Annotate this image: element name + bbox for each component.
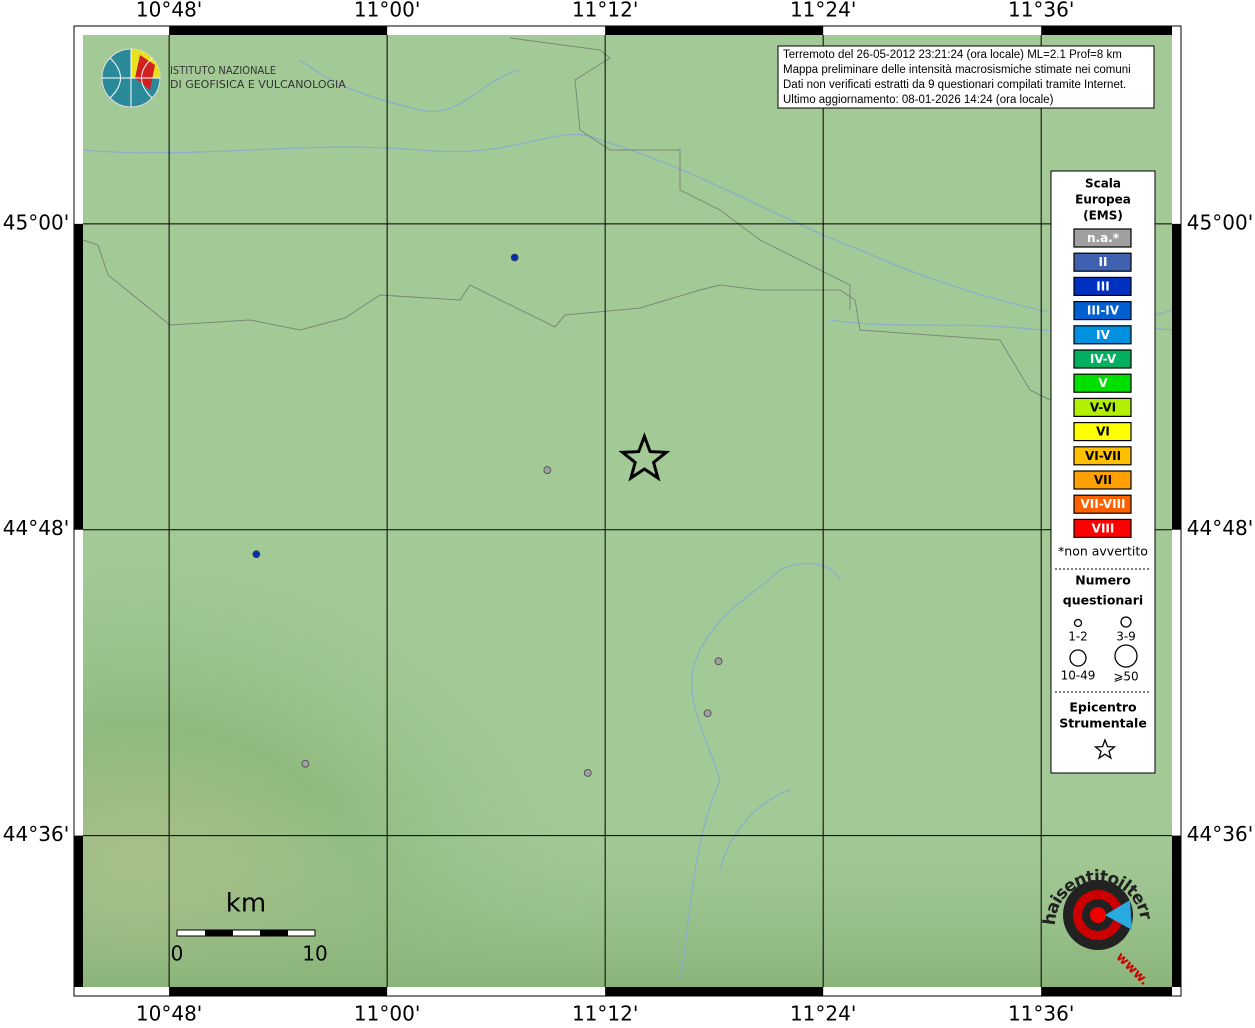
- legend-title: (EMS): [1083, 209, 1123, 223]
- intensity-point: [301, 759, 310, 768]
- legend-label: V-VI: [1090, 400, 1116, 414]
- frame-segment: [169, 26, 388, 35]
- x-tick-label: 10°48': [136, 1002, 202, 1025]
- logo: ISTITUTO NAZIONALE DI GEOFISICA E VULCAN…: [101, 48, 346, 108]
- x-tick-label: 11°24': [790, 1002, 856, 1025]
- legend-label: IV: [1096, 328, 1110, 342]
- y-tick-label: 45°00': [1187, 210, 1253, 234]
- legend-label: VIII: [1092, 521, 1115, 535]
- info-line: Mappa preliminare delle intensità macros…: [783, 64, 1131, 76]
- x-tick-label: 11°00': [354, 0, 420, 22]
- intensity-point: [583, 768, 592, 777]
- x-tick-label: 11°24': [790, 0, 856, 22]
- epicenter: [618, 432, 671, 482]
- borders: [82, 37, 1051, 401]
- legend-swatch: [1073, 228, 1132, 248]
- legend-swatch: [1073, 397, 1132, 417]
- info-box: [777, 45, 1155, 109]
- frame-segment: [605, 987, 824, 996]
- legend-swatch: [1073, 276, 1132, 296]
- x-tick-label: 10°48': [136, 0, 202, 22]
- legend-swatch: [1073, 518, 1132, 539]
- frame-segment: [1172, 835, 1181, 987]
- legend-label: VI-VII: [1085, 449, 1121, 463]
- frame-segment: [74, 835, 83, 987]
- x-tick-label: 11°36': [1008, 0, 1074, 22]
- logo-text: DI GEOFISICA E VULCANOLOGIA: [170, 78, 346, 91]
- legend-label: IV-V: [1090, 352, 1117, 366]
- legend-title: Numero: [1075, 573, 1131, 588]
- legend-swatch: [1073, 470, 1132, 490]
- legend-label: V: [1098, 376, 1108, 390]
- frame-segment: [169, 987, 388, 996]
- legend-swatch: [1073, 373, 1132, 393]
- legend-swatch: [1073, 301, 1132, 321]
- size-symbol: [1114, 644, 1138, 668]
- frame-segment: [74, 223, 83, 530]
- legend-label: III-IV: [1087, 304, 1120, 318]
- size-label: 10-49: [1061, 669, 1096, 683]
- scale-label: 10: [302, 942, 327, 966]
- intensity-point: [510, 253, 519, 262]
- intensity-point: [703, 709, 712, 718]
- info-line: Dati non verificati estratti da 9 questi…: [783, 79, 1126, 91]
- legend-swatch: [1073, 252, 1132, 272]
- relief: [83, 35, 1172, 987]
- legend-swatch: [1073, 349, 1132, 369]
- frame-segment: [605, 26, 824, 35]
- size-label: 3-9: [1116, 630, 1136, 644]
- epicenter-symbol: [1093, 738, 1117, 760]
- legend-label: II: [1099, 255, 1108, 269]
- intensity-point: [252, 550, 261, 559]
- y-tick-label: 45°00': [3, 210, 69, 234]
- y-tick-label: 44°48': [1187, 516, 1253, 540]
- legend-swatch: [1073, 494, 1132, 514]
- legend-note: *non avvertito: [1058, 544, 1148, 559]
- legend-title: Epicentro: [1069, 700, 1137, 715]
- intensity-point: [714, 657, 723, 666]
- legend-swatch: [1073, 325, 1132, 345]
- rivers: [82, 59, 1173, 981]
- info-line: Ultimo aggiornamento: 08-01-2026 14:24 (…: [783, 94, 1054, 106]
- legend-label: VII: [1094, 473, 1112, 487]
- legend-label: III: [1096, 279, 1109, 293]
- legend-label: n.a.*: [1087, 231, 1120, 245]
- y-tick-label: 44°48': [3, 516, 69, 540]
- scale-label: 0: [171, 942, 184, 966]
- size-symbol: [1073, 618, 1083, 628]
- size-symbol: [1120, 616, 1132, 628]
- legend-title: questionari: [1063, 593, 1143, 608]
- legend-label: VI: [1096, 425, 1110, 439]
- frame-segment: [1041, 987, 1172, 996]
- logo-text: ISTITUTO NAZIONALE: [170, 64, 276, 77]
- intensity-point: [543, 466, 552, 474]
- x-tick-label: 11°36': [1008, 1002, 1074, 1025]
- x-tick-label: 11°00': [354, 1002, 420, 1025]
- y-tick-label: 44°36': [1187, 822, 1253, 846]
- size-label: 1-2: [1068, 630, 1088, 644]
- x-tick-label: 11°12': [572, 1002, 638, 1025]
- frame-segment: [1041, 26, 1172, 35]
- x-tick-label: 11°12': [572, 0, 638, 22]
- legend-title: Scala: [1085, 177, 1121, 191]
- y-tick-label: 44°36': [3, 822, 69, 846]
- scale-unit: km: [226, 889, 266, 919]
- legend-title: Europea: [1075, 193, 1131, 207]
- scale-bar: km 0 10: [171, 889, 328, 966]
- size-symbol: [1069, 649, 1087, 667]
- legend-swatch: [1073, 422, 1132, 442]
- info-line: Terremoto del 26-05-2012 23:21:24 (ora l…: [783, 49, 1122, 61]
- frame-segment: [1172, 223, 1181, 530]
- legend-title: Strumentale: [1059, 716, 1147, 731]
- size-label: ⩾50: [1113, 670, 1138, 684]
- legend-swatch: [1073, 446, 1132, 466]
- legend-label: VII-VIII: [1080, 497, 1125, 511]
